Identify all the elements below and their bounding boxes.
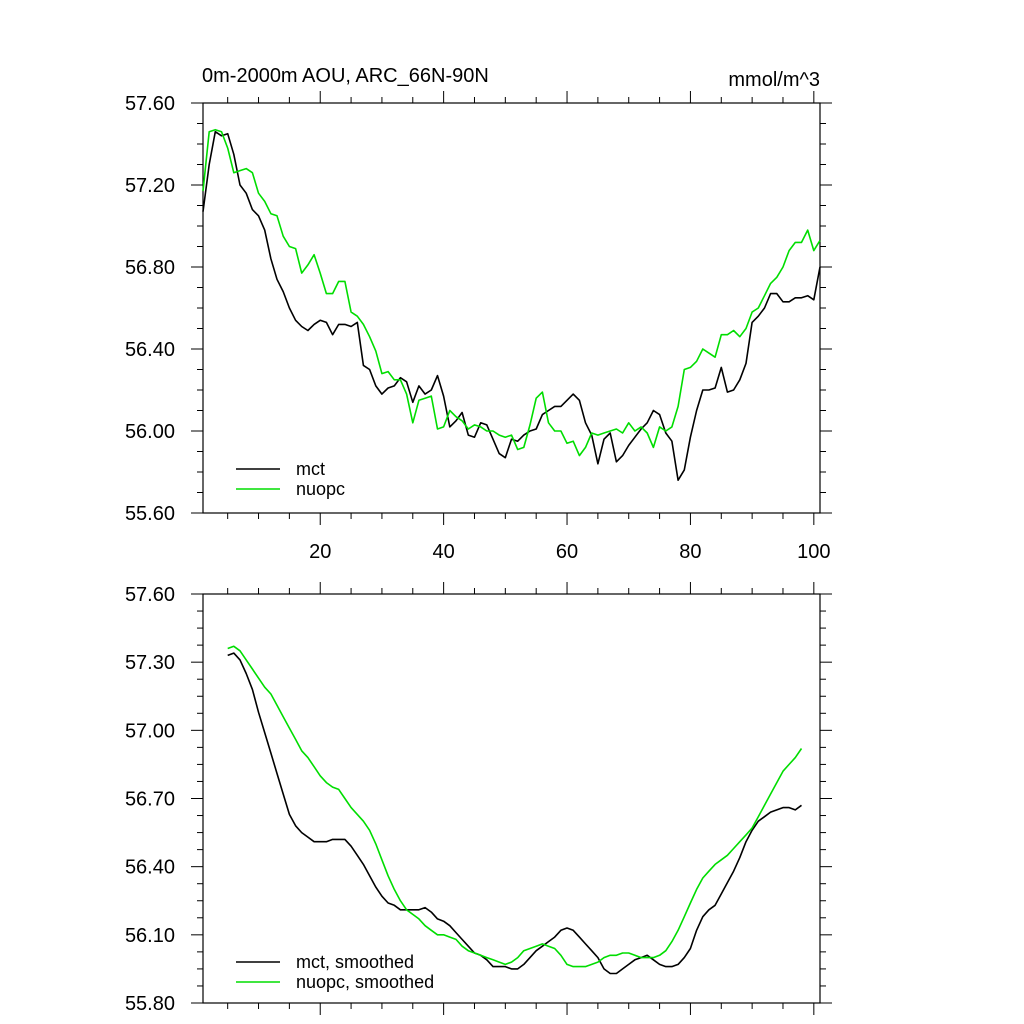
series-line-nuopc-smoothed: [227, 645, 803, 968]
y-tick-label: 55.80: [125, 993, 175, 1015]
units-label: mmol/m^3: [728, 69, 820, 91]
top-axes: 55.60 56.00 56.40 56.80 57.20 57.60 20 40 60 80 10…: [125, 91, 832, 563]
y-tick-label: 56.10: [125, 925, 175, 947]
x-tick-label: 20: [309, 541, 331, 563]
y-tick-label: 56.00: [125, 421, 175, 443]
x-tick-label: 100: [797, 541, 830, 563]
y-tick-label: 56.80: [125, 257, 175, 279]
bottom-series: [227, 645, 803, 975]
x-tick-label: 60: [556, 541, 578, 563]
plot-frame: [202, 593, 821, 1004]
top-series: [202, 128, 821, 482]
chart-title: 0m-2000m AOU, ARC_66N-90N: [202, 65, 489, 87]
bottom-axes: 55.80 56.10 56.40 56.70 57.00 57.30 57.60: [125, 582, 832, 1015]
legend-label: mct: [296, 459, 325, 479]
legend-label: mct, smoothed: [296, 952, 414, 972]
x-tick-label: 80: [679, 541, 701, 563]
bottom-panel: 55.80 56.10 56.40 56.70 57.00 57.30 57.60 mct,…: [125, 582, 832, 1015]
y-tick-label: 57.60: [125, 584, 175, 606]
y-tick-label: 55.60: [125, 503, 175, 525]
top-panel: 0m-2000m AOU, ARC_66N-90N mmol/m^3 55.60…: [125, 65, 832, 563]
series-line-mct-smoothed: [227, 652, 802, 975]
y-tick-label: 57.30: [125, 652, 175, 674]
legend-label: nuopc, smoothed: [296, 972, 434, 992]
plot-frame: [202, 102, 821, 514]
x-tick-label: 40: [433, 541, 455, 563]
y-tick-label: 57.00: [125, 720, 175, 742]
series-line-nuopc: [202, 128, 821, 457]
y-tick-label: 56.70: [125, 789, 175, 811]
y-tick-label: 56.40: [125, 857, 175, 879]
y-tick-label: 56.40: [125, 339, 175, 361]
legend-label: nuopc: [296, 479, 345, 499]
y-tick-label: 57.60: [125, 93, 175, 115]
series-line-mct: [202, 130, 821, 482]
y-tick-label: 57.20: [125, 175, 175, 197]
